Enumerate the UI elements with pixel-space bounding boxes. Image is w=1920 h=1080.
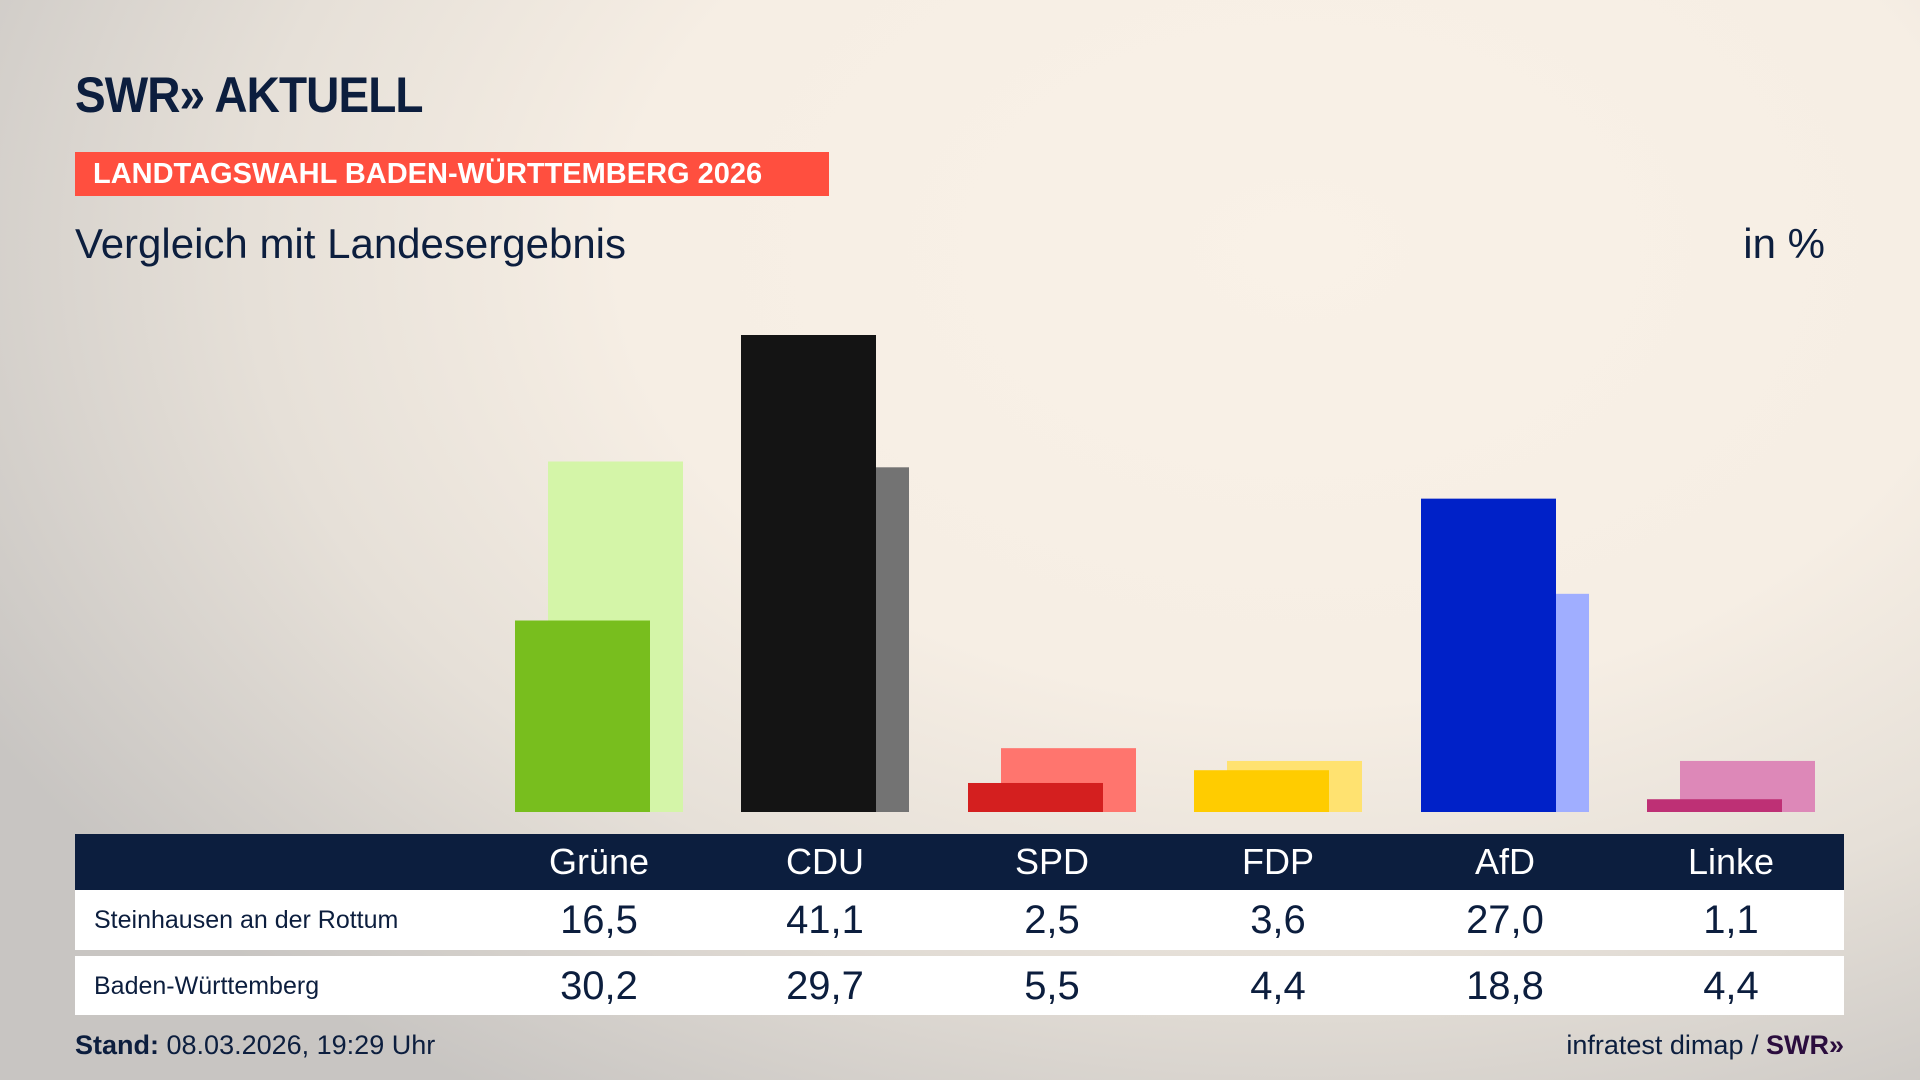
- results-table: Grüne CDU SPD FDP AfD Linke Steinhausen …: [75, 834, 1844, 1015]
- table-header: Grüne CDU SPD FDP AfD Linke: [75, 834, 1844, 890]
- value-cell: 4,4: [1250, 964, 1306, 1008]
- value-cell: 4,4: [1703, 964, 1759, 1008]
- value-cell: 18,8: [1466, 964, 1544, 1008]
- election-banner: LANDTAGSWAHL BADEN-WÜRTTEMBERG 2026: [75, 152, 829, 196]
- chart-subtitle: Vergleich mit Landesergebnis: [75, 220, 627, 267]
- header-fdp: FDP: [1242, 841, 1314, 882]
- stand-label: Stand:: [75, 1030, 159, 1060]
- header-gruene: Grüne: [548, 841, 650, 882]
- source-text: infratest dimap /: [1566, 1030, 1759, 1060]
- value-cell: 41,1: [786, 898, 864, 942]
- value-cell: 16,5: [560, 898, 638, 942]
- row-label: Baden-Württemberg: [94, 972, 320, 1000]
- value-cell: 1,1: [1703, 898, 1759, 942]
- bar-local-spd: [968, 782, 1103, 812]
- timestamp: Stand: 08.03.2026, 19:29 Uhr: [75, 1030, 435, 1061]
- bar-local-grüne: [515, 620, 650, 812]
- stand-value: 08.03.2026, 19:29 Uhr: [166, 1030, 436, 1060]
- value-cell: 29,7: [786, 964, 864, 1008]
- table-row: Baden-Württemberg 30,2 29,7 5,5 4,4 18,8…: [75, 956, 1844, 1015]
- header-afd: AfD: [1474, 841, 1535, 882]
- header-spd: SPD: [1014, 841, 1090, 882]
- unit-label: in %: [1743, 220, 1825, 267]
- header-linke: Linke: [1687, 841, 1775, 882]
- bar-local-fdp: [1194, 770, 1329, 812]
- row-label: Steinhausen an der Rottum: [94, 906, 399, 934]
- bar-local-afd: [1421, 498, 1556, 812]
- swr-aktuell-logo: SWR» AKTUELL: [75, 67, 423, 123]
- value-cell: 27,0: [1466, 898, 1544, 942]
- value-cell: 2,5: [1024, 898, 1080, 942]
- value-cell: 5,5: [1024, 964, 1080, 1008]
- bar-local-cdu: [741, 335, 876, 812]
- value-cell: 3,6: [1250, 898, 1306, 942]
- value-cell: 30,2: [560, 964, 638, 1008]
- swr-logo: SWR»: [1765, 1030, 1844, 1060]
- bar-local-linke: [1647, 799, 1782, 812]
- source: infratest dimap / SWR»: [1566, 1030, 1844, 1061]
- header-cdu: CDU: [786, 841, 864, 882]
- table-row: Steinhausen an der Rottum 16,5 41,1 2,5 …: [75, 890, 1844, 950]
